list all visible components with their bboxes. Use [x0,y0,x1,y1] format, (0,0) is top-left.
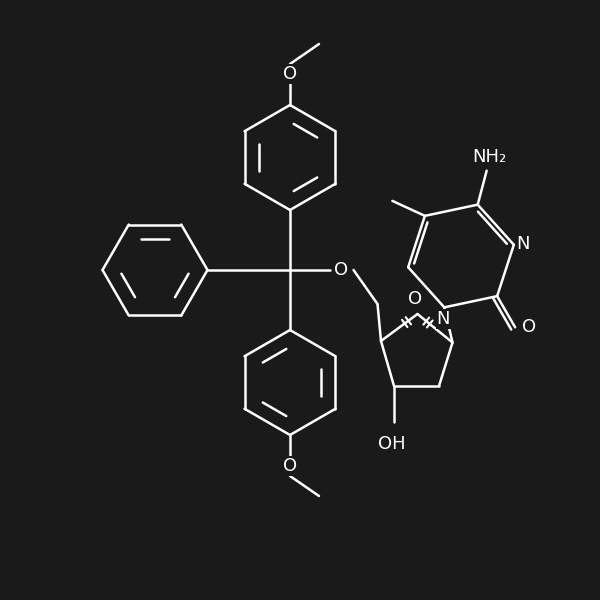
Text: O: O [522,319,536,337]
Text: N: N [517,235,530,253]
Text: O: O [408,290,422,308]
Text: NH₂: NH₂ [472,148,506,166]
Text: N: N [437,310,450,328]
Text: O: O [334,261,349,279]
Text: O: O [283,65,297,83]
Text: OH: OH [377,435,406,453]
Text: O: O [283,457,297,475]
